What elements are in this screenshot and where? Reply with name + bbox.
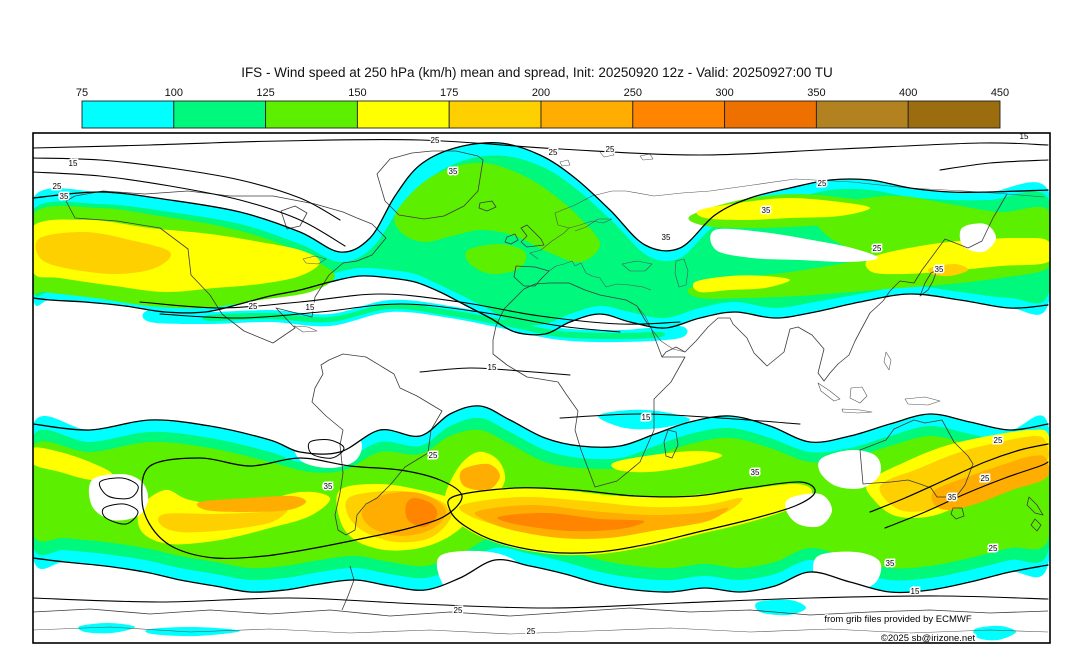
svg-text:125: 125 xyxy=(256,87,274,99)
svg-text:25: 25 xyxy=(981,474,990,483)
svg-text:25: 25 xyxy=(431,136,440,145)
svg-text:35: 35 xyxy=(935,265,944,274)
coast-baltic xyxy=(568,218,613,232)
coast-black-sea xyxy=(621,260,653,272)
coast-australia xyxy=(859,419,974,498)
svg-text:35: 35 xyxy=(449,167,458,176)
svg-text:15: 15 xyxy=(911,587,920,596)
svg-text:35: 35 xyxy=(948,493,957,502)
coast-new-zealand-south xyxy=(1030,518,1042,532)
svg-text:25: 25 xyxy=(994,436,1003,445)
coast-arctic-islands xyxy=(559,149,654,167)
svg-text:350: 350 xyxy=(807,87,825,99)
coast-java xyxy=(841,408,873,414)
svg-text:450: 450 xyxy=(991,87,1009,99)
coast-antarctica-2 xyxy=(33,626,1049,635)
coast-antarctic-peninsula xyxy=(341,565,355,611)
coast-arabia xyxy=(636,305,686,353)
svg-text:35: 35 xyxy=(662,233,671,242)
colorbar-cells xyxy=(81,100,1001,129)
svg-text:15: 15 xyxy=(1020,132,1029,141)
svg-text:25: 25 xyxy=(549,148,558,157)
svg-text:15: 15 xyxy=(69,159,78,168)
coast-north-america xyxy=(65,190,387,344)
svg-text:35: 35 xyxy=(751,468,760,477)
coast-mediterranean xyxy=(548,260,652,291)
svg-text:25: 25 xyxy=(606,145,615,154)
coast-philippines xyxy=(883,351,892,371)
attribution-source: from grib files provided by ECMWF xyxy=(824,614,971,625)
svg-text:25: 25 xyxy=(429,451,438,460)
wind-fill-layer xyxy=(33,142,1050,641)
svg-text:100: 100 xyxy=(165,87,183,99)
coast-iceland xyxy=(478,200,497,212)
svg-text:25: 25 xyxy=(989,544,998,553)
attribution-copyright: ©2025 sb@irizone.net xyxy=(881,633,976,644)
svg-text:75: 75 xyxy=(76,87,88,99)
svg-text:200: 200 xyxy=(532,87,550,99)
coast-borneo xyxy=(849,386,868,404)
coast-new-zealand-north xyxy=(1026,496,1044,516)
svg-text:150: 150 xyxy=(348,87,366,99)
coast-greenland xyxy=(376,150,484,220)
svg-text:400: 400 xyxy=(899,87,917,99)
coast-africa xyxy=(492,282,686,488)
svg-text:175: 175 xyxy=(440,87,458,99)
svg-text:35: 35 xyxy=(324,482,333,491)
coast-europe-atlantic xyxy=(529,178,1045,260)
svg-text:15: 15 xyxy=(488,363,497,372)
svg-text:25: 25 xyxy=(53,182,62,191)
coast-sumatra xyxy=(817,382,841,402)
svg-text:25: 25 xyxy=(454,606,463,615)
colorbar-ticks: 75 100 125 150 175 200 250 300 350 400 450 xyxy=(76,87,1009,99)
svg-text:15: 15 xyxy=(642,413,651,422)
svg-text:15: 15 xyxy=(306,303,315,312)
map-border xyxy=(32,132,1051,644)
coast-cuba xyxy=(293,325,318,333)
coast-south-america xyxy=(311,353,443,536)
coast-great-lakes xyxy=(302,255,327,265)
spread-contours xyxy=(33,138,1049,609)
coast-new-guinea xyxy=(904,396,941,406)
coast-caspian xyxy=(674,258,689,288)
svg-text:250: 250 xyxy=(624,87,642,99)
svg-text:25: 25 xyxy=(249,302,258,311)
svg-text:35: 35 xyxy=(60,192,69,201)
svg-text:300: 300 xyxy=(715,87,733,99)
coast-japan xyxy=(919,269,938,297)
coast-britain xyxy=(520,224,545,248)
svg-text:25: 25 xyxy=(527,627,536,636)
coast-antarctica-1 xyxy=(33,607,1049,617)
svg-text:25: 25 xyxy=(818,179,827,188)
chart-title: IFS - Wind speed at 250 hPa (km/h) mean … xyxy=(241,65,833,80)
svg-text:35: 35 xyxy=(762,206,771,215)
coast-madagascar xyxy=(663,429,679,459)
coast-iberia xyxy=(513,265,550,287)
svg-text:25: 25 xyxy=(873,244,882,253)
coast-ireland xyxy=(504,233,519,245)
coast-tasmania xyxy=(950,507,965,520)
coast-asia-east xyxy=(661,193,1008,382)
svg-text:35: 35 xyxy=(886,559,895,568)
coastlines xyxy=(33,149,1049,635)
